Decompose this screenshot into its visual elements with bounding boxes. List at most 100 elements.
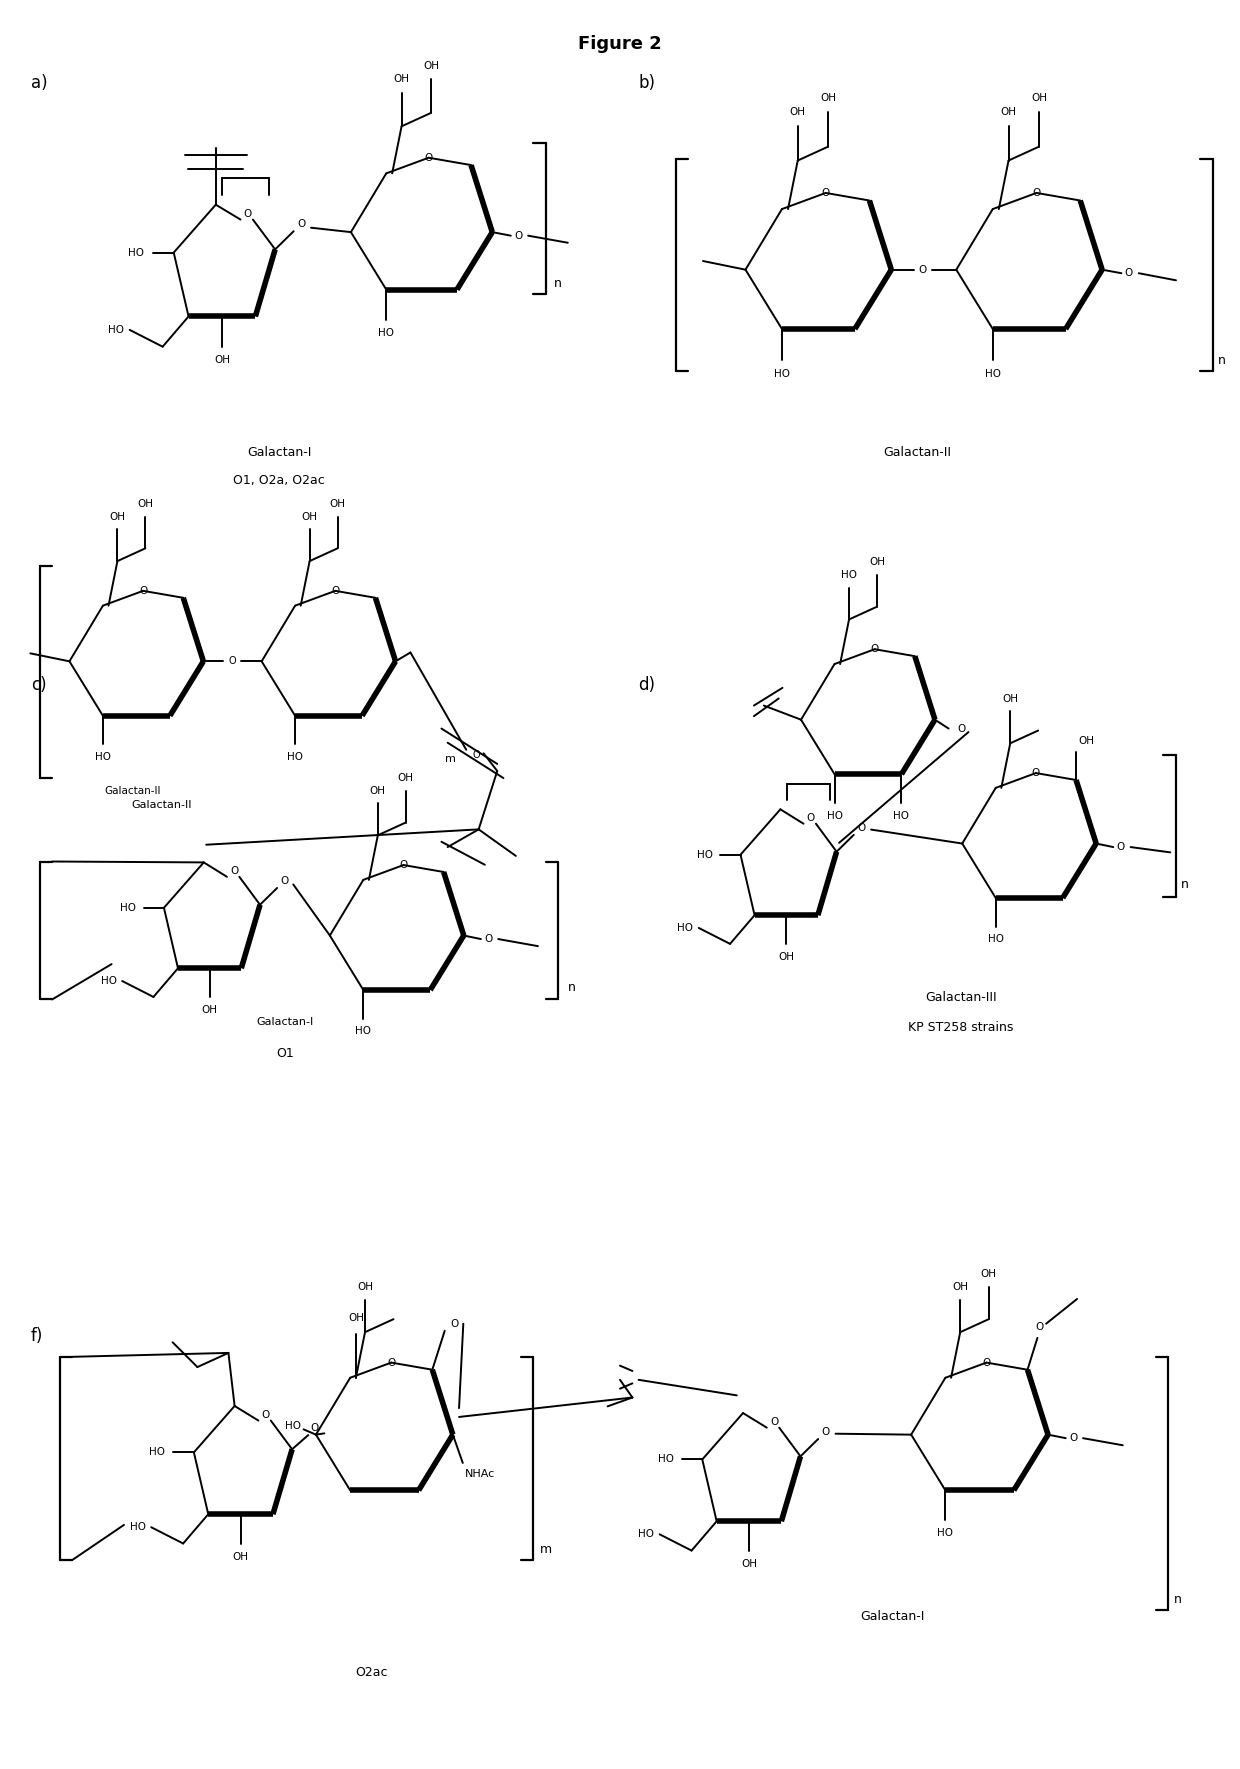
Text: O: O [399,860,408,870]
Text: OH: OH [301,511,317,522]
Text: O: O [450,1318,459,1329]
Text: c): c) [31,676,47,693]
Text: O: O [807,814,815,823]
Text: OH: OH [779,952,795,962]
Text: Galactan-III: Galactan-III [925,991,997,1003]
Text: OH: OH [357,1281,373,1291]
Text: O: O [387,1357,396,1367]
Text: HO: HO [985,370,1001,379]
Text: OH: OH [820,94,836,103]
Text: n: n [1174,1592,1182,1606]
Text: O: O [280,876,289,886]
Text: O: O [515,230,522,241]
Text: O: O [870,644,879,655]
Text: f): f) [31,1327,43,1344]
Text: OH: OH [393,74,409,85]
Text: O: O [1032,768,1040,778]
Text: Galactan-I: Galactan-I [247,446,311,458]
Text: O: O [231,867,238,876]
Text: OH: OH [869,557,885,568]
Text: n: n [568,980,575,994]
Text: m: m [445,754,456,764]
Text: OH: OH [1002,693,1018,704]
Text: KP ST258 strains: KP ST258 strains [909,1021,1013,1033]
Text: OH: OH [1001,106,1017,117]
Text: OH: OH [742,1558,756,1569]
Text: OH: OH [1078,736,1094,747]
Text: O1, O2a, O2ac: O1, O2a, O2ac [233,474,325,486]
Text: HO: HO [637,1530,653,1539]
Text: OH: OH [138,499,154,509]
Text: HO: HO [827,810,842,821]
Text: HO: HO [988,934,1003,945]
Text: m: m [539,1543,552,1557]
Text: OH: OH [423,60,439,71]
Text: O: O [331,586,340,596]
Text: a): a) [31,74,47,92]
Text: HO: HO [677,923,693,932]
Text: HO: HO [100,976,117,985]
Text: O: O [1069,1433,1078,1444]
Text: HO: HO [285,1421,301,1431]
Text: Galactan-II: Galactan-II [104,785,161,796]
Text: OH: OH [398,773,414,784]
Text: HO: HO [129,1523,145,1532]
Text: O: O [918,265,926,274]
Text: n: n [554,276,562,290]
Text: OH: OH [1030,94,1047,103]
Text: Figure 2: Figure 2 [578,35,662,53]
Text: O: O [821,1428,830,1436]
Text: NHAc: NHAc [465,1468,496,1479]
Text: OH: OH [348,1313,365,1323]
Text: O: O [262,1410,270,1421]
Text: O: O [957,724,965,734]
Text: HO: HO [697,849,713,860]
Text: Galactan-I: Galactan-I [257,1017,314,1028]
Text: O: O [1033,188,1040,198]
Text: HO: HO [128,248,144,258]
Text: O: O [424,152,433,163]
Text: O: O [484,934,492,945]
Text: O: O [228,656,236,667]
Text: HO: HO [288,752,303,762]
Text: O: O [1125,269,1133,278]
Text: HO: HO [841,570,857,580]
Text: n: n [1180,877,1188,892]
Text: O: O [770,1417,779,1428]
Text: HO: HO [356,1026,371,1037]
Text: O: O [1116,842,1125,853]
Text: OH: OH [233,1551,248,1562]
Text: O: O [1035,1321,1044,1332]
Text: HO: HO [95,752,110,762]
Text: OH: OH [202,1005,218,1015]
Text: HO: HO [894,810,909,821]
Text: O: O [139,586,148,596]
Text: HO: HO [774,370,790,379]
Text: n: n [1218,354,1225,368]
Text: O: O [472,750,480,761]
Text: OH: OH [215,356,229,364]
Text: O: O [310,1422,319,1433]
Text: HO: HO [937,1528,954,1537]
Text: O: O [822,188,830,198]
Text: Galactan-II: Galactan-II [131,800,191,810]
Text: d): d) [639,676,656,693]
Text: O: O [296,219,305,230]
Text: OH: OH [790,106,806,117]
Text: O: O [244,209,252,219]
Text: b): b) [639,74,656,92]
Text: O: O [982,1357,991,1367]
Text: O2ac: O2ac [356,1666,388,1679]
Text: OH: OH [952,1281,968,1291]
Text: OH: OH [981,1268,997,1279]
Text: O1: O1 [277,1047,294,1060]
Text: OH: OH [370,785,386,796]
Text: OH: OH [330,499,346,509]
Text: HO: HO [657,1454,673,1465]
Text: Galactan-II: Galactan-II [884,446,951,458]
Text: HO: HO [149,1447,165,1458]
Text: HO: HO [378,329,394,338]
Text: OH: OH [109,511,125,522]
Text: O: O [857,823,866,833]
Text: HO: HO [120,902,136,913]
